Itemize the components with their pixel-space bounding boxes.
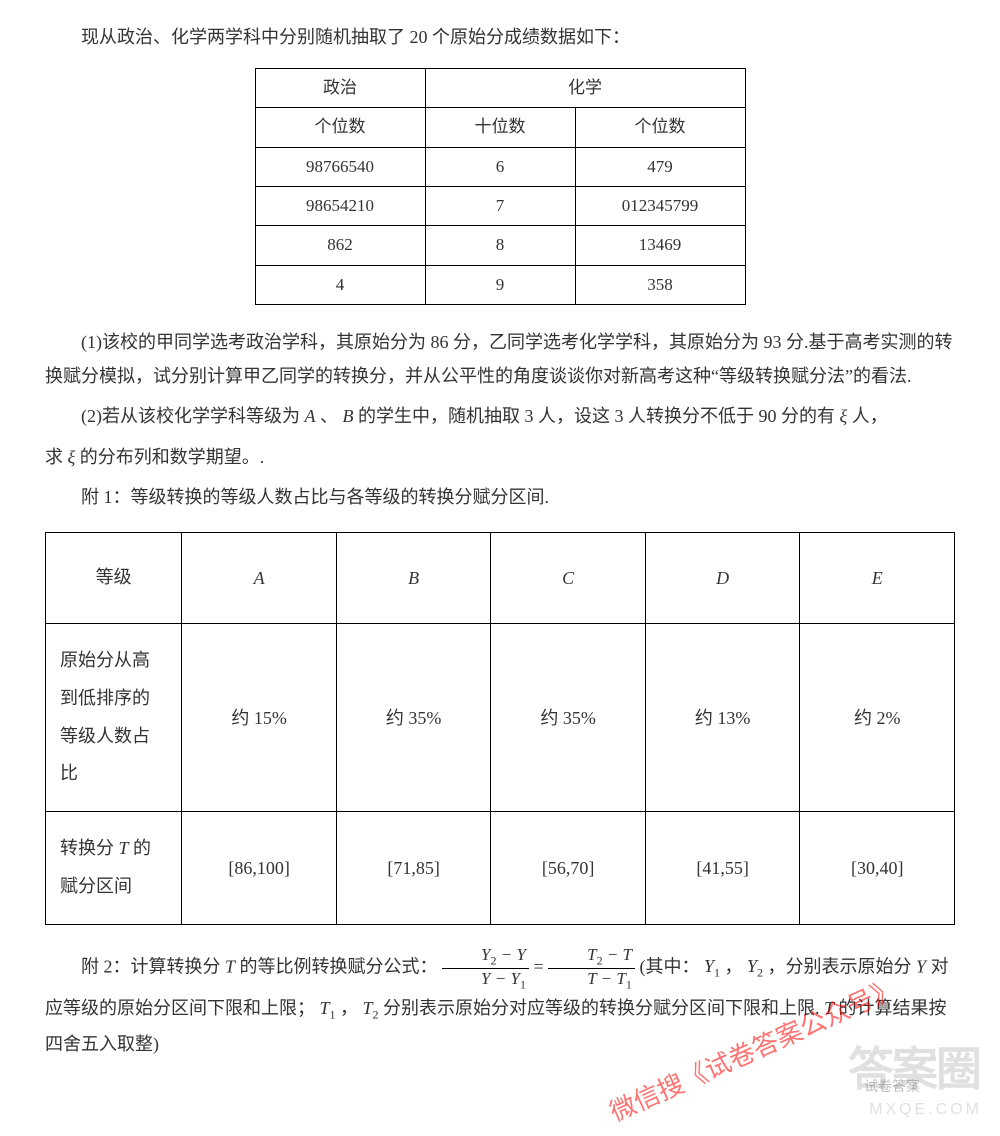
sub-ones-left: 个位数 (255, 108, 425, 147)
cell-interval: [86,100] (182, 812, 337, 925)
cell-l: 4 (255, 265, 425, 304)
cell-prop: 约 35% (336, 624, 491, 812)
where-mid: ，分别表示原始分 (768, 956, 912, 976)
question-2-line2: 求 ξ 的分布列和数学期望。. (45, 440, 955, 474)
cell-m: 7 (425, 187, 575, 226)
interval-val: [56,70] (542, 858, 595, 878)
cell-m: 8 (425, 226, 575, 265)
cell-grade-a: A (182, 532, 337, 623)
Y1: Y1 (704, 956, 720, 976)
q2-b: B (343, 406, 354, 426)
watermark-shijuan: 试卷答案 (864, 1073, 920, 1100)
interval-val: [71,85] (387, 858, 440, 878)
interval-val: [30,40] (851, 858, 904, 878)
cell-r: 358 (575, 265, 745, 304)
cell-prop-label: 原始分从高到低排序的等级人数占比 (46, 624, 182, 812)
appendix-2: 附 2：计算转换分 T 的等比例转换赋分公式： Y2 − Y Y − Y1 = … (45, 945, 955, 1061)
intro-paragraph: 现从政治、化学两学科中分别随机抽取了 20 个原始分成绩数据如下： (45, 20, 955, 54)
T1: T1 (320, 998, 336, 1018)
table-row: 4 9 358 (255, 265, 745, 304)
frac-num: Y2 − Y (442, 945, 529, 969)
frac-num: T2 − T (548, 945, 635, 969)
cell-prop: 约 35% (491, 624, 646, 812)
cell-prop: 约 15% (182, 624, 337, 812)
frac-den: Y − Y1 (442, 969, 529, 992)
q2-pre: (2)若从该校化学学科等级为 (81, 406, 300, 426)
cell-prop: 约 13% (645, 624, 800, 812)
comma: ， (725, 956, 743, 976)
cell-interval: [71,85] (336, 812, 491, 925)
sub-tens: 十位数 (425, 108, 575, 147)
cell-interval-label: 转换分 T 的赋分区间 (46, 812, 182, 925)
th-politics: 政治 (255, 69, 425, 108)
Y2: Y2 (747, 956, 763, 976)
grade-val: A (254, 568, 265, 588)
th-chemistry: 化学 (425, 69, 745, 108)
question-2-line1: (2)若从该校化学学科等级为 A 、 B 的学生中，随机抽取 3 人，设这 3 … (45, 399, 955, 433)
cell-r: 012345799 (575, 187, 745, 226)
appendix-1: 附 1：等级转换的等级人数占比与各等级的转换分赋分区间. (45, 480, 955, 514)
cell-r: 13469 (575, 226, 745, 265)
table-row: 原始分从高到低排序的等级人数占比 约 15% 约 35% 约 35% 约 13%… (46, 624, 955, 812)
xi-var: ξ (840, 406, 848, 426)
Tfin: T (824, 998, 834, 1018)
fraction-2: T2 − T T − T1 (548, 945, 635, 992)
cell-grade-c: C (491, 532, 646, 623)
cell-m: 6 (425, 147, 575, 186)
cell-grade-e: E (800, 532, 955, 623)
cell-prop: 约 2% (800, 624, 955, 812)
q2-end: 人， (852, 406, 888, 426)
cell-l: 98654210 (255, 187, 425, 226)
frac-den: T − T1 (548, 969, 635, 992)
table-row: 862 8 13469 (255, 226, 745, 265)
grade-val: C (562, 568, 574, 588)
fraction-1: Y2 − Y Y − Y1 (442, 945, 529, 992)
question-1: (1)该校的甲同学选考政治学科，其原始分为 86 分，乙同学选考化学学科，其原始… (45, 325, 955, 393)
Y: Y (916, 956, 926, 976)
cell-l: 862 (255, 226, 425, 265)
cell-grade-b: B (336, 532, 491, 623)
grade-val: B (408, 568, 419, 588)
a2-T: T (225, 956, 235, 976)
cell-grade-d: D (645, 532, 800, 623)
where-open: (其中： (640, 956, 700, 976)
q2-l2-pre: 求 (45, 447, 63, 467)
grade-conversion-table: 等级 A B C D E 原始分从高到低排序的等级人数占比 约 15% 约 35… (45, 532, 955, 925)
sub-ones-right: 个位数 (575, 108, 745, 147)
equals: = (533, 956, 543, 976)
cell-interval: [30,40] (800, 812, 955, 925)
table-row: 98654210 7 012345799 (255, 187, 745, 226)
cell-interval: [56,70] (491, 812, 646, 925)
T2: T2 (363, 998, 379, 1018)
q2-sep: 、 (320, 406, 338, 426)
interval-val: [86,100] (228, 858, 290, 878)
watermark-mx: MXQE.COM (869, 1095, 982, 1125)
grade-val: D (716, 568, 729, 588)
grade-val: E (872, 568, 883, 588)
table-row: 98766540 6 479 (255, 147, 745, 186)
cell-m: 9 (425, 265, 575, 304)
table-row: 转换分 T 的赋分区间 [86,100] [71,85] [56,70] [41… (46, 812, 955, 925)
q2-a: A (305, 406, 316, 426)
cell-l: 98766540 (255, 147, 425, 186)
interval-val: [41,55] (696, 858, 749, 878)
cell-grade-label: 等级 (46, 532, 182, 623)
stem-leaf-table: 政治 化学 个位数 十位数 个位数 98766540 6 479 9865421… (255, 68, 746, 305)
a2-pre: 附 2：计算转换分 (81, 956, 221, 976)
cell-r: 479 (575, 147, 745, 186)
where-end2: 分别表示原始分对应等级的转换分赋分区间下限和上限. (383, 998, 820, 1018)
table-row: 等级 A B C D E (46, 532, 955, 623)
a2-mid: 的等比例转换赋分公式： (240, 956, 438, 976)
comma: ， (340, 998, 358, 1018)
q2-mid: 的学生中，随机抽取 3 人，设这 3 人转换分不低于 90 分的有 (358, 406, 835, 426)
q2-l2-end: 的分布列和数学期望。. (80, 447, 265, 467)
cell-interval: [41,55] (645, 812, 800, 925)
xi-var: ξ (68, 447, 76, 467)
